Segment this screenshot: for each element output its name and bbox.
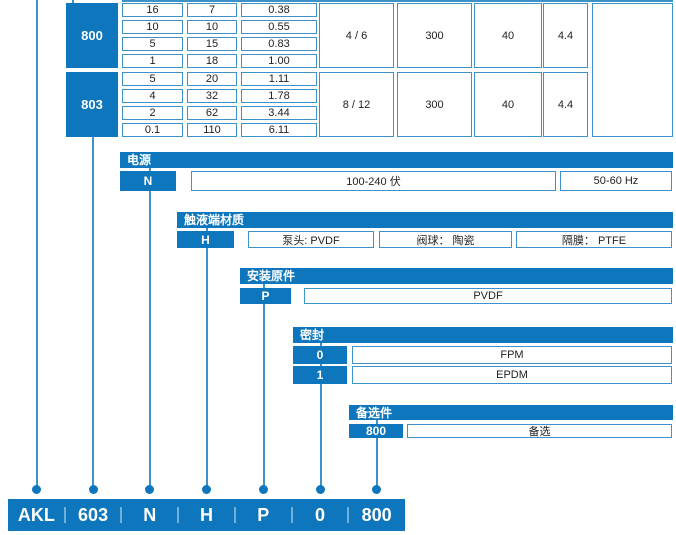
connector-dot (259, 485, 268, 494)
merged-cell: 300 (397, 3, 472, 68)
table-cell: 1.11 (241, 72, 317, 86)
connector-line-akl (36, 0, 38, 486)
table-cell: 7 (187, 3, 237, 17)
table-top-edge (122, 0, 673, 2)
option-value: 阀球： 陶瓷 (379, 231, 512, 248)
code-segment-power: N (143, 504, 157, 525)
table-cell: 5 (122, 37, 183, 51)
option-key-wetted: H (177, 231, 234, 248)
merged-cell: 4 / 6 (319, 3, 394, 68)
table-cell: 0.83 (241, 37, 317, 51)
table-cell: 0.38 (241, 3, 317, 17)
table-cell: 18 (187, 54, 237, 68)
table-cell: 1.78 (241, 89, 317, 103)
table-cell: 20 (187, 72, 237, 86)
connector-dot (316, 485, 325, 494)
model-cell-800: 800 (66, 3, 118, 68)
table-cell: 1 (122, 54, 183, 68)
table-cell: 5 (122, 72, 183, 86)
merged-cell: 4.4 (543, 3, 588, 68)
code-segment-options: 800 (361, 504, 392, 525)
section-header-install: 安装原件 (240, 268, 673, 284)
table-cell: 62 (187, 106, 237, 120)
option-key-seal-0: 0 (293, 346, 347, 364)
option-value: EPDM (352, 366, 672, 384)
code-separator (177, 507, 180, 523)
ordering-code-bar: AKL 603 N H P 0 800 (8, 499, 405, 531)
table-cell: 110 (187, 123, 237, 137)
code-segment-model: 603 (78, 504, 109, 525)
connector-dot (32, 485, 41, 494)
option-key-power: N (120, 171, 176, 191)
merged-cell: 40 (474, 72, 542, 137)
merged-cell: 40 (474, 3, 542, 68)
table-cell: 32 (187, 89, 237, 103)
merged-cell: 300 (397, 72, 472, 137)
table-cell: 15 (187, 37, 237, 51)
code-separator (290, 507, 293, 523)
option-key-install: P (240, 288, 291, 304)
connector-dot (202, 485, 211, 494)
code-separator (63, 507, 66, 523)
connector-line-wetted (206, 228, 208, 486)
connector-line-options (376, 420, 378, 486)
empty-column-cell (592, 3, 673, 137)
table-cell: 1.00 (241, 54, 317, 68)
table-cell: 3.44 (241, 106, 317, 120)
table-cell: 16 (122, 3, 183, 17)
connector-stub-top (72, 0, 74, 4)
table-cell: 10 (187, 20, 237, 34)
option-value: 100-240 伏 (191, 171, 556, 191)
merged-cell: 4.4 (543, 72, 588, 137)
section-header-options: 备选件 (349, 405, 673, 420)
code-separator (120, 507, 123, 523)
section-header-seal: 密封 (293, 327, 673, 343)
connector-line-seal (320, 343, 322, 486)
option-value: 50-60 Hz (560, 171, 672, 191)
table-cell: 10 (122, 20, 183, 34)
code-segment-install: P (257, 504, 270, 525)
table-cell: 2 (122, 106, 183, 120)
code-segment-series: AKL (17, 504, 55, 525)
option-key-seal-1: 1 (293, 366, 347, 384)
option-value: FPM (352, 346, 672, 364)
connector-dot (145, 485, 154, 494)
code-segment-wetted: H (200, 504, 214, 525)
code-separator (233, 507, 236, 523)
option-key-options: 800 (349, 424, 403, 438)
table-cell: 0.1 (122, 123, 183, 137)
connector-line-power (149, 168, 151, 486)
code-segment-seal: 0 (314, 504, 325, 525)
section-header-power: 电源 (120, 152, 673, 168)
code-separator (347, 507, 350, 523)
table-cell: 4 (122, 89, 183, 103)
table-group-800: 16 7 0.38 10 10 0.55 5 15 0.83 1 18 1.00 (122, 3, 317, 68)
connector-line-model (92, 137, 94, 486)
option-value: PVDF (304, 288, 672, 304)
table-cell: 6.11 (241, 123, 317, 137)
model-cell-803: 803 (66, 72, 118, 137)
table-cell: 0.55 (241, 20, 317, 34)
merged-cell: 8 / 12 (319, 72, 394, 137)
connector-line-install (263, 284, 265, 486)
connector-dot (89, 485, 98, 494)
section-header-wetted: 触液端材质 (177, 212, 673, 228)
option-value: 备选 (407, 424, 672, 438)
option-value: 隔膜： PTFE (516, 231, 672, 248)
table-group-803: 5 20 1.11 4 32 1.78 2 62 3.44 0.1 110 6.… (122, 72, 317, 137)
connector-dot (372, 485, 381, 494)
option-value: 泵头: PVDF (248, 231, 374, 248)
